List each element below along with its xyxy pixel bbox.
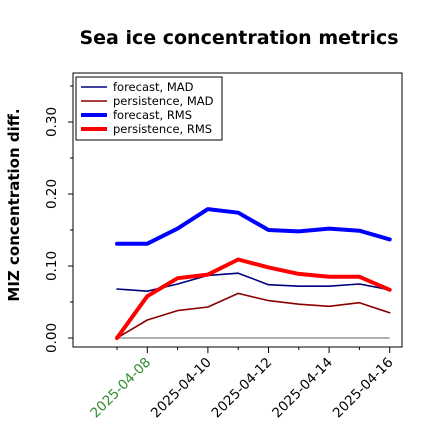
y-ticks-group: 0.00 0.10 0.20 0.30 <box>44 85 73 353</box>
y-tick-label: 0.10 <box>44 251 60 281</box>
y-tick-label: 0.30 <box>44 107 60 137</box>
x-tick-label: 2025-04-12 <box>209 355 276 422</box>
legend-label-2: forecast, RMS <box>113 108 192 122</box>
x-tick-label: 2025-04-10 <box>148 355 215 422</box>
x-tick-label: 2025-04-08 <box>87 355 154 422</box>
plot-frame <box>72 72 403 348</box>
y-tick-label: 0.00 <box>44 323 60 353</box>
series-group <box>115 207 392 340</box>
y-tick-label: 0.20 <box>44 179 60 209</box>
y-axis-label: MIZ concentration diff. <box>5 108 23 301</box>
series-line-1 <box>116 292 391 339</box>
x-ticks-group: 2025-04-082025-04-102025-04-122025-04-14… <box>87 347 397 422</box>
x-tick-label: 2025-04-16 <box>330 355 397 422</box>
legend-label-3: persistence, RMS <box>113 122 212 136</box>
series-line-2 <box>115 207 392 246</box>
x-tick-label: 2025-04-14 <box>269 355 336 422</box>
legend-label-0: forecast, MAD <box>113 80 194 94</box>
chart-title: Sea ice concentration metrics <box>79 27 398 49</box>
series-line-3 <box>115 257 392 340</box>
legend-label-1: persistence, MAD <box>113 94 214 108</box>
